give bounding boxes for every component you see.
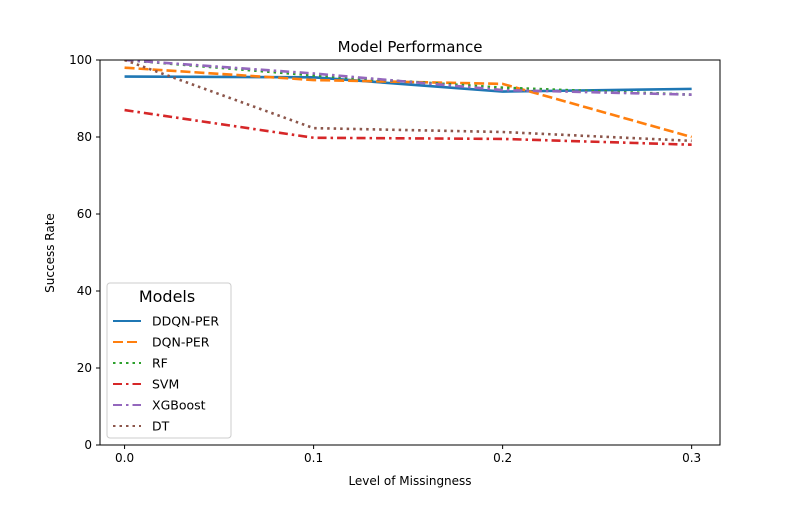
plot-frame (99, 59, 721, 446)
axes: 0.0 0.1 0.2 0.3 0 20 40 60 80 100 (69, 53, 721, 465)
legend-label: DT (152, 419, 170, 434)
y-tick-label: 20 (77, 361, 92, 375)
series-lines (124, 60, 693, 146)
legend-item-xgboost: XGBoost (113, 398, 206, 413)
series-line-dqn-per (124, 66, 693, 139)
legend-title: Models (139, 287, 195, 306)
y-tick-label: 0 (84, 438, 92, 452)
legend-item-dt: DT (113, 419, 170, 434)
series-line-ddqn-per (124, 75, 692, 93)
series-line-xgboost (124, 60, 692, 96)
x-tick-label: 0.1 (304, 451, 323, 465)
plot-area (124, 60, 693, 146)
legend-label: DQN-PER (152, 335, 210, 350)
legend-item-rf: RF (113, 356, 168, 371)
x-axis-label: Level of Missingness (348, 474, 471, 488)
legend-item-dqn-per: DQN-PER (113, 335, 210, 350)
legend-item-svm: SVM (113, 377, 179, 392)
y-tick-label: 80 (77, 130, 92, 144)
series-line-svm (124, 108, 692, 146)
chart-title: Model Performance (338, 38, 483, 56)
y-axis-label: Success Rate (43, 213, 57, 293)
legend-label: RF (152, 356, 168, 371)
legend: Models DDQN-PER DQN-PER RF SVM XGBoost DT (106, 282, 232, 439)
y-tick-label: 40 (77, 284, 92, 298)
x-tick-label: 0.2 (493, 451, 512, 465)
legend-label: DDQN-PER (152, 314, 219, 329)
y-tick-label: 100 (69, 53, 92, 67)
x-tick-label: 0.0 (115, 451, 134, 465)
legend-label: SVM (152, 377, 179, 392)
legend-label: XGBoost (152, 398, 206, 413)
legend-box (106, 282, 232, 439)
y-tick-label: 60 (77, 207, 92, 221)
legend-item-ddqn-per: DDQN-PER (113, 314, 219, 329)
x-tick-label: 0.3 (682, 451, 701, 465)
